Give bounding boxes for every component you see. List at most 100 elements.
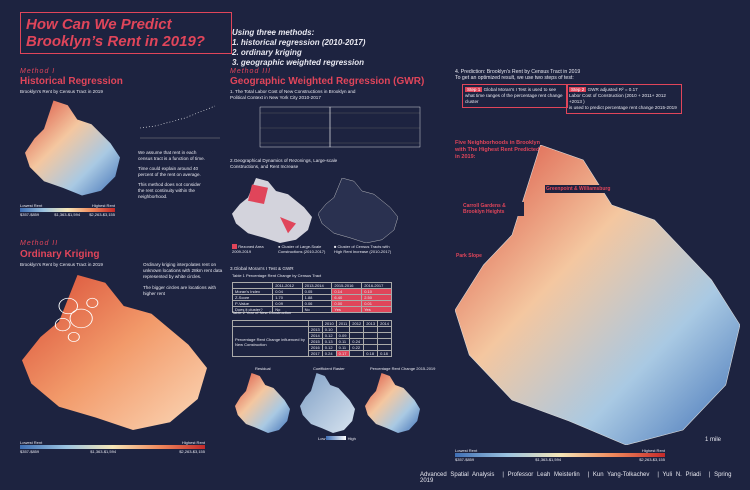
legend-low: Low xyxy=(318,436,326,441)
table-cell: 0.24 xyxy=(321,350,337,357)
table-row: 2017 0.24 0.17 0.18 0.18 xyxy=(233,350,392,357)
legend-high: Highest Rent xyxy=(91,203,115,208)
table-row: Does it cluster? No No Yes Yes xyxy=(231,306,392,313)
note: Ordinary kriging interpolates rent on un… xyxy=(143,262,223,279)
step-text: is used to predict percentage rent chang… xyxy=(569,105,677,110)
legend-item: ■ Cluster of Census Tracts with High Ren… xyxy=(334,244,392,254)
method-item: 2. ordinary kriging xyxy=(232,48,302,57)
footer-item: Spring 2019 xyxy=(420,472,732,484)
bar-chart xyxy=(259,106,421,148)
legend-range: $357-$859 xyxy=(20,212,40,217)
table: 2010 2011 2012 2013 2014 Percentage Rent Chan… xyxy=(232,320,392,357)
footer-item: Professor Leah Meisterlin xyxy=(507,472,580,478)
prediction-heading: 4. Prediction: Brooklyn's Rent by Census… xyxy=(455,69,635,81)
intro: Using three methods: 1. historical regre… xyxy=(232,28,365,68)
footer-item: Kun Yang-Tolkachev xyxy=(592,472,650,478)
step-text: Global Moran's I Test is used to see wha… xyxy=(465,87,563,104)
subheading: To get an optimized result, we use two s… xyxy=(455,75,574,81)
legend-high: Highest Rent xyxy=(641,448,665,453)
table-cell: No xyxy=(272,306,303,313)
legend-high: Highest Rent xyxy=(181,440,205,445)
map xyxy=(235,373,290,433)
section-label: Method I xyxy=(20,68,56,75)
legend-range: $357-$859 xyxy=(455,457,475,462)
map-title: Residual xyxy=(255,366,271,371)
note: The bigger circles are locations with hi… xyxy=(143,285,217,296)
section-label: Method II xyxy=(20,240,59,247)
legend: Low High xyxy=(318,436,356,441)
subtitle: Brooklyn’s Rent by Census Tract in 2019 xyxy=(20,89,103,94)
section-label: Method III xyxy=(230,68,272,75)
table-title: Table 1 Percentage Rent Change by Census… xyxy=(232,273,322,278)
map xyxy=(22,275,207,430)
legend-range: $357-$859 xyxy=(20,449,40,454)
title: How Can We Predict Brooklyn’s Rent in 20… xyxy=(20,12,232,54)
legend-range: $1,363-$1,594 xyxy=(535,457,562,462)
legend-range: $1,363-$1,594 xyxy=(54,212,81,217)
footer-item: Yuli N. Priadi xyxy=(662,472,701,478)
legend-range: $2,263-$3,155 xyxy=(179,449,205,454)
heading: 4. Prediction: Brooklyn's Rent by Census… xyxy=(455,69,581,75)
note: We assume that rent in each census tract… xyxy=(138,150,205,161)
map xyxy=(25,100,120,196)
step-box: Step 2 GWR adjusted R² = 0.17 Labor Cost … xyxy=(566,84,682,114)
table-cell: 0.18 xyxy=(363,350,379,357)
table-title: Table 2 Year of New Construction xyxy=(232,310,292,315)
table-row: Moran's Index 0.04 0.05 0.14 0.10 xyxy=(231,288,392,295)
step-tag: Step 2 xyxy=(569,87,587,92)
table-cell: Percentage Rent Change influenced by New… xyxy=(232,326,309,357)
note: This method does not consider the rent c… xyxy=(138,182,201,199)
table-cell: Yes xyxy=(361,306,392,313)
map-title: Coefficient Raster xyxy=(313,366,345,371)
formula: Labor Cost of Construction (2010 + 2011+… xyxy=(569,93,666,104)
section-text: 1. The Total Labor Cost of New Construct… xyxy=(230,89,356,100)
legend-high: High xyxy=(347,436,356,441)
legend: Lowest Rent Highest Rent $357-$859 $1,363… xyxy=(20,440,205,454)
table-cell: 2017 xyxy=(307,350,323,357)
legend-label: Cluster of Large-Scale Constructions (20… xyxy=(278,244,326,254)
legend: Lowest Rent Highest Rent $357-$859 $1,363… xyxy=(455,448,665,462)
legend-range: $2,263-$3,155 xyxy=(639,457,665,462)
legend-item: ● Cluster of Large-Scale Constructions (… xyxy=(278,244,326,254)
legend-bar xyxy=(20,208,115,212)
method-item: 1. historical regression (2010-2017) xyxy=(232,38,366,47)
table-cell: No xyxy=(301,306,333,313)
legend: Lowest Rent Highest Rent $357-$859 $1,363… xyxy=(20,203,115,217)
legend-range: $2,263-$3,155 xyxy=(89,212,115,217)
table: 2011-2012 2013-2014 2015-2016 2016-2017 Mora… xyxy=(231,282,392,313)
scale-label: 1 mile xyxy=(705,437,722,443)
map xyxy=(300,373,355,433)
step-text: GWR adjusted R² = 0.17 xyxy=(587,87,638,92)
subtitle: Brooklyn’s Rent by Census Tract in 2019 xyxy=(20,262,103,267)
map-title: Percentage Rent Change 2015-2019 xyxy=(370,366,436,371)
legend-label: Rezoned Area 2009-2019 xyxy=(232,244,264,254)
notes: We assume that rent in each census tract… xyxy=(138,150,208,200)
legend-bar xyxy=(455,453,665,457)
map xyxy=(318,178,398,243)
section-text: 3.Global Moran's I Test & GWR xyxy=(230,266,294,271)
method-item: 3. geographic weighted regression xyxy=(232,58,365,67)
step-box: Step 1 Global Moran's I Test is used to … xyxy=(462,84,568,108)
legend-range: $1,363-$1,594 xyxy=(90,449,117,454)
legend-low: Lowest Rent xyxy=(455,448,478,453)
neighborhood-label: Greenpoint & Williamsburg xyxy=(545,185,612,193)
table-cell xyxy=(349,350,365,357)
legend-low: Lowest Rent xyxy=(20,203,43,208)
table-row: 2015 0.13 0.11 0.24 xyxy=(233,338,392,345)
neighborhood-label: Park Slope xyxy=(455,252,483,260)
section-text: 2.Geographical Dynamics of Rezonings, La… xyxy=(230,158,338,169)
note: Time could explain around 40 percent of … xyxy=(138,166,201,177)
legend-label: Cluster of Census Tracts with High Rent … xyxy=(334,244,392,254)
footer-item: Advanced Spatial Analysis xyxy=(420,472,495,478)
legend-item: Rezoned Area 2009-2019 xyxy=(232,244,272,254)
table-row: Percentage Rent Change influenced by New… xyxy=(232,326,392,357)
step-tag: Step 1 xyxy=(465,87,483,92)
section-heading: Ordinary Kriging xyxy=(20,249,100,260)
map-legend: Rezoned Area 2009-2019 ● Cluster of Larg… xyxy=(232,244,397,254)
map xyxy=(232,178,312,243)
table-cell: 0.17 xyxy=(335,350,351,357)
footer: Advanced Spatial Analysis | Professor Lea… xyxy=(420,472,732,484)
neighborhood-label: Carroll Gardens & Brooklyn Heights xyxy=(462,202,524,216)
intro-text: Using three methods: xyxy=(232,28,315,37)
